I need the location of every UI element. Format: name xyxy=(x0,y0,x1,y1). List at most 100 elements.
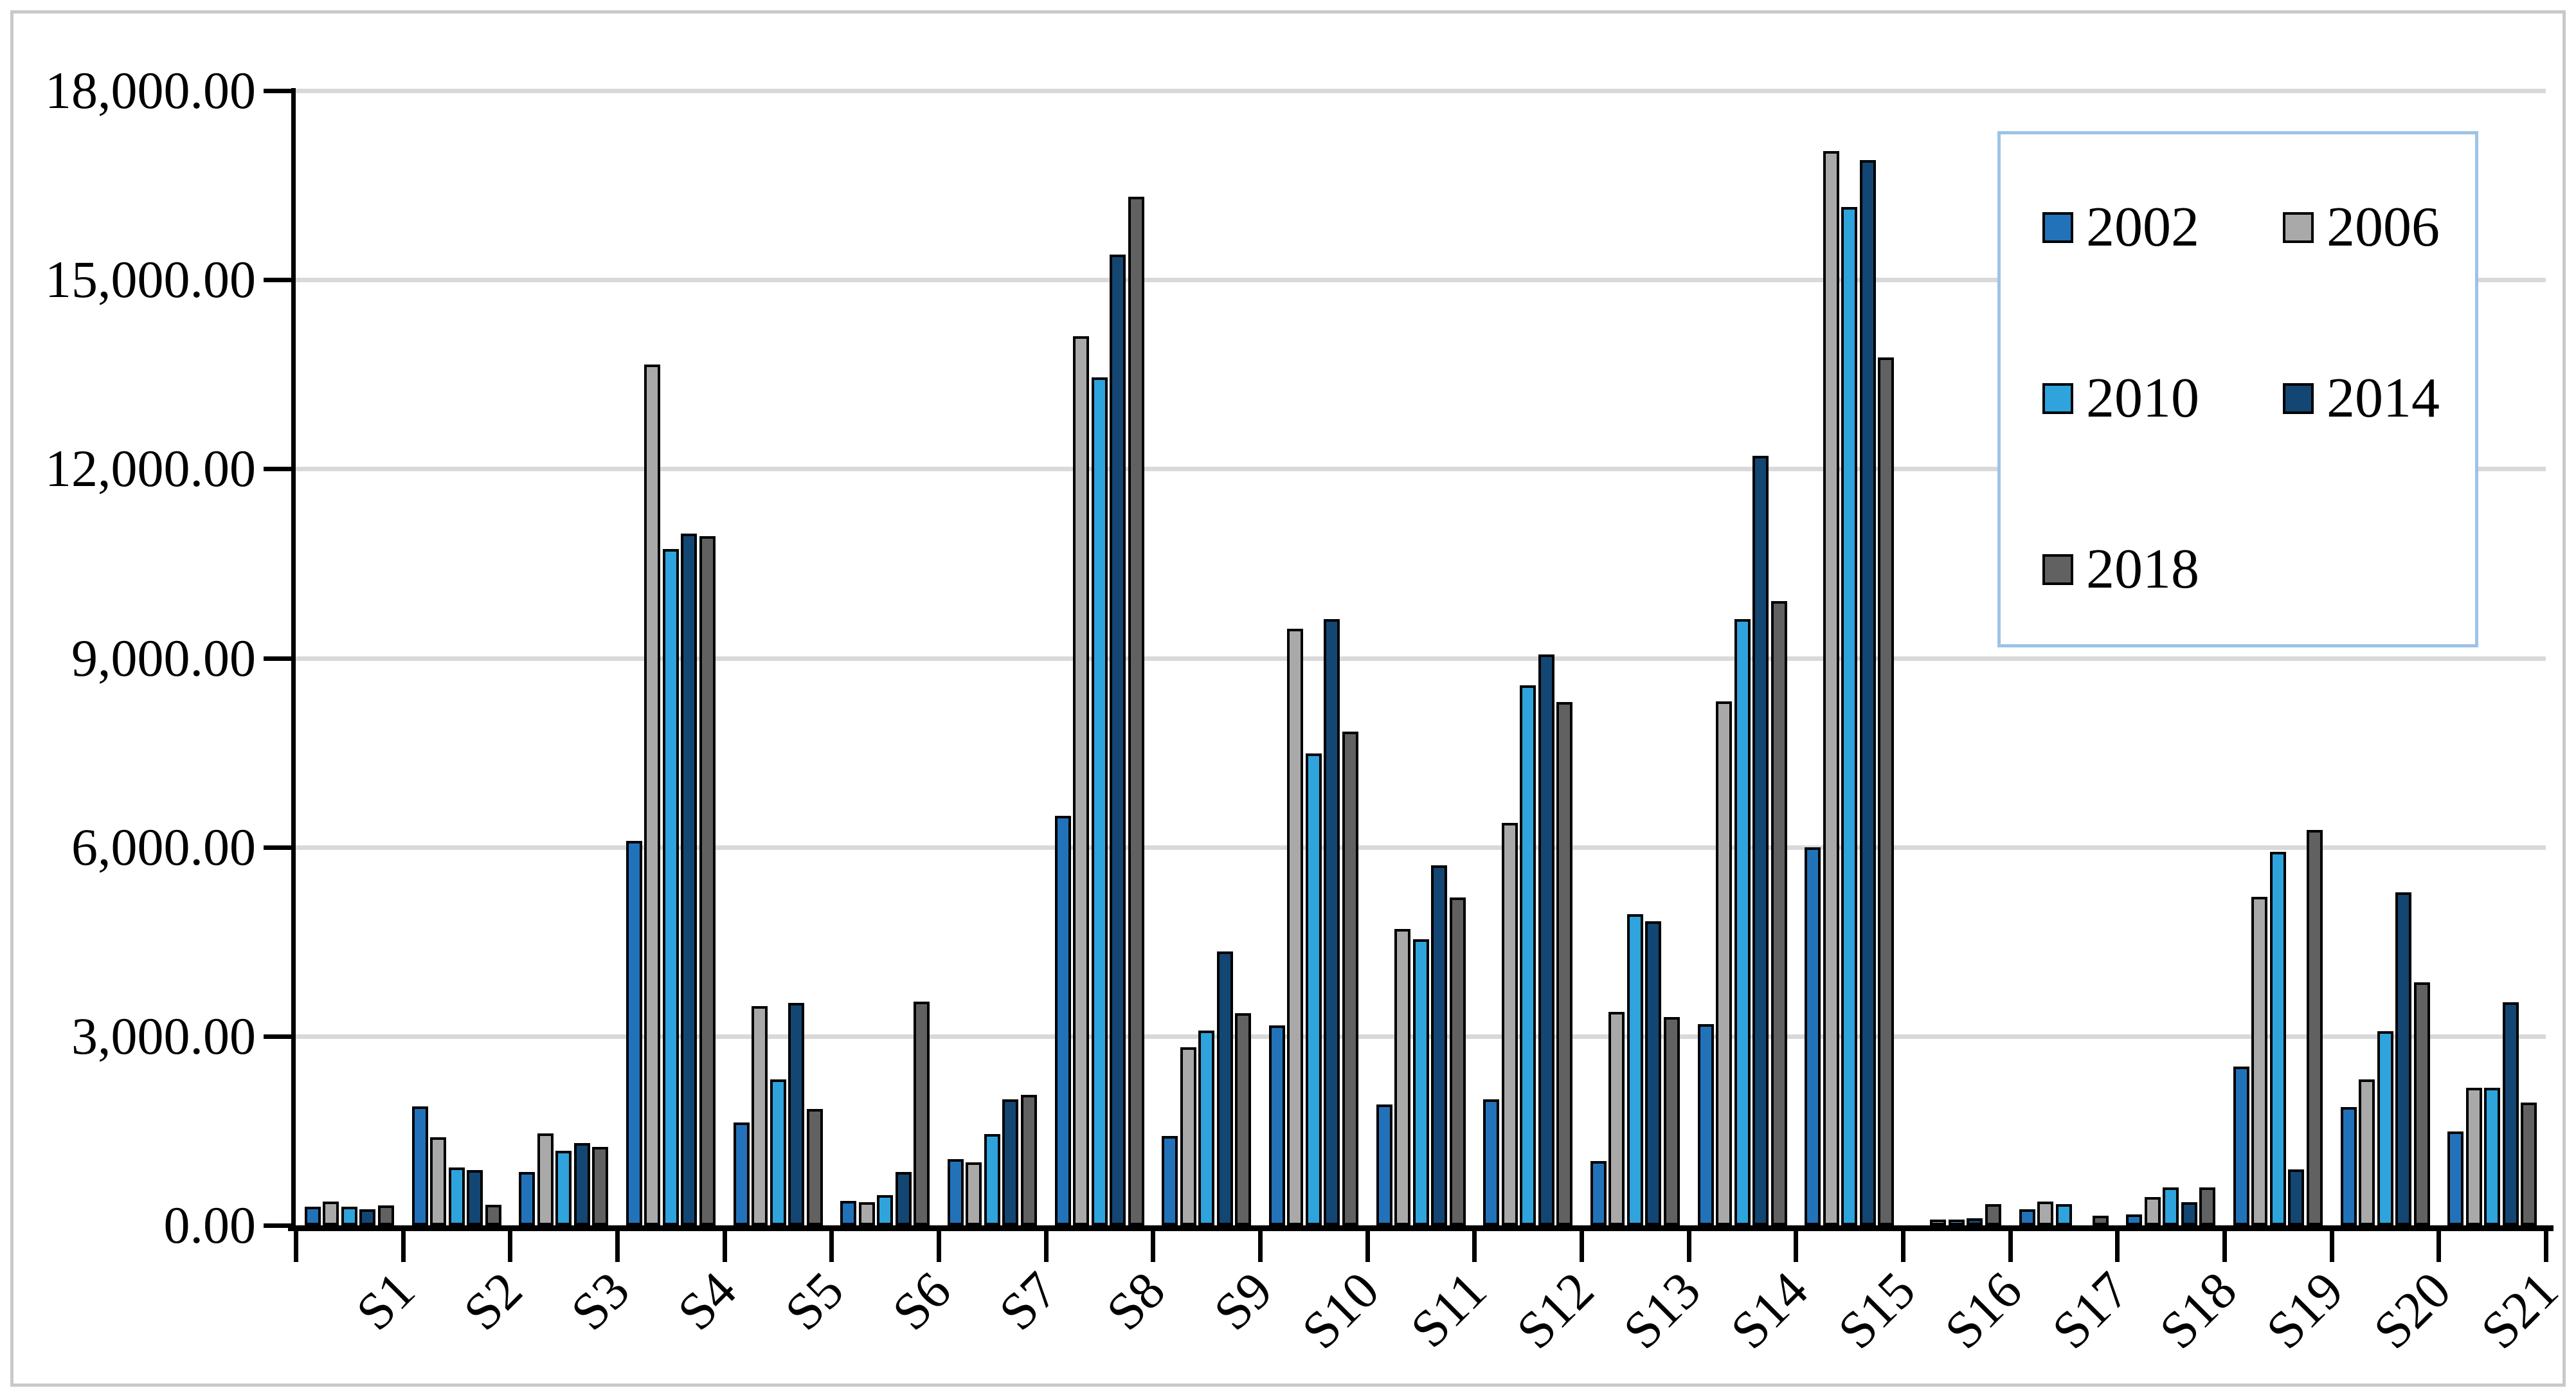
bar-2010-S18 xyxy=(2163,1187,2179,1225)
bar-2018-S16 xyxy=(1985,1203,2001,1225)
bar-2018-S11 xyxy=(1449,897,1466,1225)
x-axis-tick xyxy=(2222,1225,2227,1262)
bar-2010-S3 xyxy=(555,1151,572,1225)
x-axis-tick xyxy=(1580,1225,1584,1262)
bar-2010-S15 xyxy=(1841,207,1858,1225)
bar-2006-S1 xyxy=(323,1201,339,1225)
legend-item-2014: 2014 xyxy=(2283,363,2440,434)
bar-2014-S9 xyxy=(1216,951,1233,1225)
x-axis-tick xyxy=(1901,1225,1905,1262)
bar-2006-S8 xyxy=(1073,336,1089,1225)
bar-2006-S7 xyxy=(966,1162,982,1225)
y-axis-tick xyxy=(264,89,293,93)
bar-2018-S7 xyxy=(1020,1095,1037,1225)
bar-2006-S18 xyxy=(2144,1196,2161,1225)
bar-2010-S20 xyxy=(2377,1031,2393,1225)
x-axis-label: S11 xyxy=(1399,1260,1498,1359)
gridline-9000 xyxy=(296,656,2546,661)
bar-2002-S7 xyxy=(947,1159,964,1225)
bar-2018-S8 xyxy=(1128,196,1144,1225)
bar-2006-S9 xyxy=(1180,1047,1196,1225)
bar-2010-S11 xyxy=(1412,939,1429,1225)
bar-2018-S13 xyxy=(1663,1017,1680,1225)
bar-2014-S12 xyxy=(1538,654,1554,1225)
gridline-6000 xyxy=(296,845,2546,850)
y-axis-tick xyxy=(264,845,293,850)
bar-2010-S21 xyxy=(2484,1088,2501,1225)
bar-2018-S2 xyxy=(485,1204,501,1225)
legend: 2002 2006 2010 2014 2018 xyxy=(1997,131,2478,647)
bar-2006-S16 xyxy=(1930,1220,1947,1225)
legend-swatch-icon xyxy=(2283,212,2314,243)
bar-2002-S14 xyxy=(1697,1024,1714,1225)
x-axis-tick xyxy=(1151,1225,1156,1262)
x-axis-label: S5 xyxy=(773,1260,855,1342)
legend-swatch-icon xyxy=(2283,383,2314,414)
bar-2018-S4 xyxy=(699,536,716,1225)
bar-2010-S6 xyxy=(877,1194,894,1225)
x-axis-tick xyxy=(508,1225,513,1262)
bar-2002-S21 xyxy=(2447,1131,2464,1225)
bar-2014-S13 xyxy=(1645,921,1662,1225)
bar-2014-S20 xyxy=(2395,892,2411,1225)
gridline-15000 xyxy=(296,278,2546,283)
legend-label: 2018 xyxy=(2086,538,2199,600)
bar-2014-S4 xyxy=(681,534,698,1225)
bar-2018-S19 xyxy=(2306,830,2323,1225)
legend-label: 2014 xyxy=(2327,367,2440,429)
x-axis-label: S12 xyxy=(1505,1260,1605,1360)
bar-2006-S20 xyxy=(2359,1079,2375,1225)
x-axis-tick xyxy=(401,1225,406,1262)
bar-2018-S6 xyxy=(914,1001,930,1225)
bar-2002-S18 xyxy=(2126,1214,2143,1225)
x-axis-tick xyxy=(1472,1225,1477,1262)
y-axis-label: 0.00 xyxy=(163,1196,257,1254)
y-axis-label: 18,000.00 xyxy=(45,61,256,120)
legend-swatch-icon xyxy=(2042,383,2073,414)
legend-label: 2002 xyxy=(2086,196,2199,258)
bar-2010-S7 xyxy=(984,1133,1000,1225)
bar-2002-S3 xyxy=(519,1171,536,1225)
bar-2018-S20 xyxy=(2413,982,2430,1225)
bar-2010-S19 xyxy=(2269,851,2286,1225)
bar-2002-S20 xyxy=(2340,1106,2357,1225)
bar-2014-S3 xyxy=(573,1143,590,1225)
bar-2018-S1 xyxy=(377,1205,394,1225)
y-axis-label: 15,000.00 xyxy=(45,250,256,309)
bar-2002-S1 xyxy=(304,1206,321,1225)
x-axis-label: S9 xyxy=(1202,1260,1283,1342)
bar-2006-S10 xyxy=(1287,629,1304,1225)
bar-2002-S9 xyxy=(1162,1135,1178,1225)
x-axis-tick xyxy=(1365,1225,1370,1262)
x-axis-tick xyxy=(2115,1225,2120,1262)
legend-label: 2006 xyxy=(2327,196,2440,258)
x-axis-tick xyxy=(615,1225,620,1262)
bar-2014-S8 xyxy=(1110,254,1126,1225)
bar-2014-S15 xyxy=(1859,159,1876,1225)
x-axis-label: S7 xyxy=(987,1260,1069,1342)
bar-2018-S3 xyxy=(592,1147,609,1225)
bar-2014-S21 xyxy=(2502,1002,2519,1225)
x-axis-tick xyxy=(937,1225,941,1262)
bar-2006-S6 xyxy=(858,1202,875,1225)
bar-2018-S15 xyxy=(1878,357,1895,1225)
bar-2010-S14 xyxy=(1734,618,1751,1225)
x-axis-tick xyxy=(1258,1225,1263,1262)
bar-2006-S15 xyxy=(1823,151,1839,1225)
bar-2018-S18 xyxy=(2199,1187,2216,1225)
bar-2002-S4 xyxy=(626,840,642,1225)
bar-2010-S1 xyxy=(341,1206,357,1225)
bar-2010-S12 xyxy=(1520,685,1536,1225)
x-axis-label: S15 xyxy=(1826,1260,1926,1360)
x-axis-label: S6 xyxy=(881,1260,962,1342)
bar-2010-S4 xyxy=(662,548,679,1225)
x-axis-label: S14 xyxy=(1719,1260,1819,1360)
x-axis-tick xyxy=(1794,1225,1799,1262)
bar-2002-S8 xyxy=(1054,815,1071,1225)
y-axis-label: 12,000.00 xyxy=(45,439,256,498)
x-axis-label: S21 xyxy=(2469,1260,2569,1360)
bar-2018-S14 xyxy=(1770,601,1787,1225)
bar-2010-S13 xyxy=(1626,914,1643,1225)
bar-2006-S5 xyxy=(752,1005,768,1225)
